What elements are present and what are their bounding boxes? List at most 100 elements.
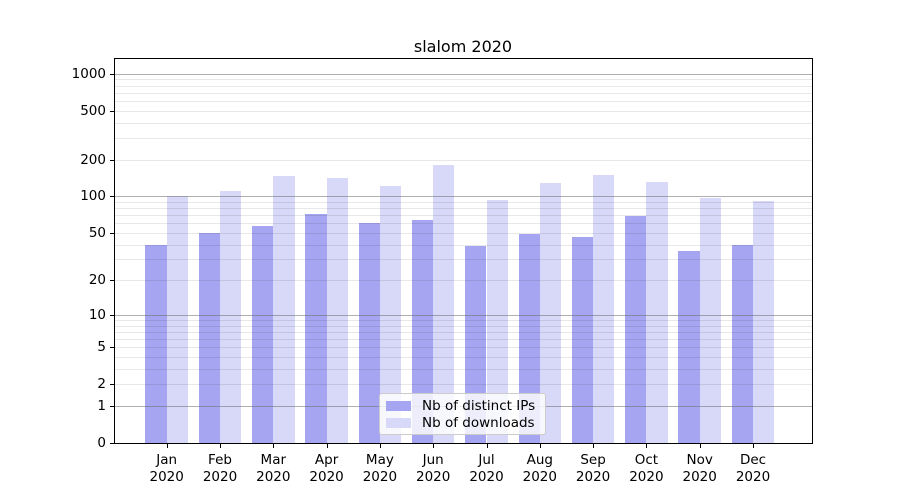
bar-distinct-ips-sep <box>571 237 594 443</box>
chart-title: slalom 2020 <box>413 37 513 56</box>
gridline <box>115 384 812 386</box>
bar-distinct-ips-jan <box>145 244 167 443</box>
y-tick <box>110 73 114 75</box>
x-tick-label: Apr 2020 <box>309 452 344 485</box>
x-tick <box>273 444 275 448</box>
gridline <box>115 259 812 261</box>
gridline <box>115 339 812 340</box>
x-tick <box>753 444 754 448</box>
legend-label: Nb of distinct IPs <box>422 397 536 414</box>
y-tick-label: 200 <box>80 151 106 168</box>
gridline <box>115 137 812 139</box>
y-tick <box>110 159 114 161</box>
bar-downloads-jan <box>166 196 188 443</box>
y-tick <box>110 443 114 444</box>
gridline <box>115 79 812 81</box>
gridline <box>115 110 812 112</box>
bar-downloads-apr <box>326 178 348 443</box>
bar-downloads-aug <box>539 183 562 443</box>
gridline <box>115 325 812 327</box>
bar-downloads-jun <box>433 164 455 443</box>
gridline <box>115 347 812 349</box>
gridline <box>115 223 812 225</box>
gridline <box>115 244 812 246</box>
y-tick-label: 0 <box>97 435 106 451</box>
bar-distinct-ips-apr <box>305 213 327 443</box>
x-tick-label: Jan 2020 <box>149 452 184 485</box>
x-tick <box>326 444 328 448</box>
y-tick <box>110 347 114 349</box>
bar-downloads-oct <box>646 182 668 443</box>
x-tick <box>220 444 221 448</box>
gridline <box>115 100 812 102</box>
x-tick-label: Feb 2020 <box>202 452 238 485</box>
x-tick <box>379 444 381 448</box>
gridline <box>115 159 812 161</box>
legend-item: Nb of distinct IPs <box>386 398 537 414</box>
y-tick <box>110 405 114 407</box>
gridline <box>115 319 812 321</box>
gridline <box>115 368 812 370</box>
bar-distinct-ips-aug <box>518 233 540 443</box>
y-tick-label: 1 <box>97 397 106 414</box>
bar-downloads-feb <box>220 190 242 443</box>
bar-distinct-ips-oct <box>625 215 647 443</box>
x-tick-label: Nov 2020 <box>682 452 717 485</box>
y-tick-label: 2 <box>97 376 106 393</box>
y-tick-label: 10 <box>88 306 106 323</box>
gridline <box>115 196 812 198</box>
x-tick <box>166 444 168 448</box>
x-tick <box>433 444 435 448</box>
gridline <box>115 85 812 87</box>
legend: Nb of distinct IPs Nb of downloads <box>379 393 546 435</box>
gridline <box>115 314 812 316</box>
y-tick-label: 50 <box>88 224 106 241</box>
y-tick-label: 5 <box>97 339 106 356</box>
bar-downloads-dec <box>753 201 775 443</box>
gridline <box>115 73 812 75</box>
y-tick <box>110 110 114 112</box>
gridline <box>115 201 812 203</box>
x-tick-label: Sep 2020 <box>575 452 611 485</box>
y-tick <box>110 232 114 234</box>
x-tick-label: Jul 2020 <box>469 452 504 485</box>
gridline <box>115 331 812 333</box>
legend-swatch-distinct-ips <box>386 400 411 411</box>
bar-downloads-sep <box>593 174 615 443</box>
bar-downloads-mar <box>273 175 295 443</box>
x-tick <box>646 444 648 448</box>
x-tick-label: Mar 2020 <box>256 452 291 485</box>
x-tick <box>699 444 701 448</box>
y-tick-label: 100 <box>80 188 106 205</box>
x-tick-label: May 2020 <box>362 452 398 485</box>
gridline <box>115 280 812 282</box>
x-tick <box>486 444 488 448</box>
bar-distinct-ips-may <box>358 223 380 443</box>
gridline <box>115 232 812 234</box>
x-tick-label: Dec 2020 <box>735 452 771 485</box>
y-tick <box>110 384 114 386</box>
y-tick-label: 1000 <box>71 65 106 82</box>
legend-item: Nb of downloads <box>386 415 537 431</box>
legend-label: Nb of downloads <box>422 414 535 431</box>
gridline <box>115 208 812 210</box>
gridline <box>115 357 812 358</box>
y-tick <box>110 196 114 198</box>
y-tick <box>110 280 114 282</box>
bar-distinct-ips-jun <box>411 219 434 443</box>
x-tick <box>593 444 595 448</box>
bar-distinct-ips-dec <box>731 244 753 443</box>
x-tick-label: Oct 2020 <box>629 452 664 485</box>
bar-distinct-ips-nov <box>678 251 700 443</box>
bar-downloads-jul <box>486 199 508 443</box>
y-tick-label: 500 <box>80 102 106 119</box>
bar-downloads-may <box>379 185 402 443</box>
y-tick-label: 20 <box>88 272 106 289</box>
y-tick <box>110 314 114 316</box>
bar-distinct-ips-feb <box>198 232 220 443</box>
gridline <box>115 215 812 217</box>
gridline <box>115 122 812 124</box>
legend-swatch-downloads <box>386 417 411 428</box>
gridline <box>115 92 812 94</box>
